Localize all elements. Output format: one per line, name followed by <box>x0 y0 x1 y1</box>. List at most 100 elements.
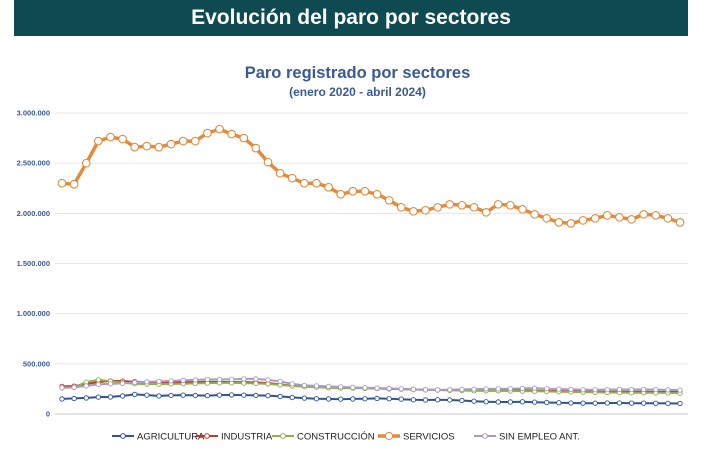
data-point <box>640 400 647 406</box>
data-point <box>350 396 356 402</box>
data-point <box>495 399 501 405</box>
legend-item: SERVICIOS <box>378 431 455 442</box>
data-point <box>338 384 344 390</box>
data-point <box>192 392 198 399</box>
data-point <box>95 381 102 388</box>
data-point <box>640 386 647 393</box>
data-point <box>277 393 283 400</box>
data-point <box>675 218 685 227</box>
data-point <box>506 200 515 210</box>
legend-swatch-marker <box>482 433 488 439</box>
data-point <box>287 173 297 183</box>
data-point <box>336 189 346 199</box>
data-point <box>665 387 671 393</box>
data-point <box>119 393 126 399</box>
data-point <box>325 383 332 390</box>
data-point <box>338 396 344 402</box>
data-point <box>239 133 249 143</box>
data-point <box>531 385 538 391</box>
data-point <box>132 391 138 398</box>
y-tick-label: 1.000.000 <box>17 309 50 318</box>
y-tick-label: 3.000.000 <box>17 109 50 118</box>
data-point <box>144 392 150 398</box>
data-point <box>325 396 332 402</box>
series-servicios <box>57 124 685 228</box>
data-point <box>386 396 392 402</box>
data-point <box>253 392 259 399</box>
data-point <box>301 382 308 389</box>
data-point <box>154 142 164 152</box>
data-point <box>616 400 623 406</box>
data-point <box>590 214 600 223</box>
data-point <box>374 385 380 391</box>
data-point <box>604 386 610 393</box>
data-point <box>83 383 89 389</box>
data-point <box>433 202 442 212</box>
data-point <box>677 387 683 393</box>
data-point <box>241 392 247 398</box>
data-point <box>350 384 356 391</box>
data-point <box>469 202 479 212</box>
data-point <box>457 200 467 210</box>
data-point <box>263 157 273 167</box>
data-point <box>81 158 91 168</box>
data-point <box>265 377 271 383</box>
data-point <box>568 386 574 393</box>
data-point <box>421 205 430 215</box>
data-point <box>578 216 588 225</box>
series-line <box>61 127 681 226</box>
data-point <box>518 204 527 214</box>
legend-label: AGRICULTURA <box>137 431 205 442</box>
data-point <box>253 376 259 382</box>
data-point <box>180 377 186 384</box>
data-point <box>481 207 491 217</box>
data-point <box>616 386 623 393</box>
data-point <box>192 377 198 383</box>
data-point <box>386 385 392 392</box>
data-point <box>372 189 382 199</box>
data-point <box>459 386 465 393</box>
data-point <box>556 386 562 392</box>
data-point <box>190 136 200 146</box>
data-point <box>107 381 114 387</box>
series-line <box>61 377 681 392</box>
data-point <box>59 385 65 391</box>
data-point <box>300 178 309 188</box>
page-banner: Evolución del paro por sectores <box>14 0 688 36</box>
data-point <box>544 386 550 392</box>
y-tick-label: 500.000 <box>23 359 50 368</box>
data-point <box>313 383 320 389</box>
data-point <box>142 141 152 151</box>
data-point <box>216 392 223 398</box>
data-point <box>422 387 429 393</box>
data-point <box>493 199 503 209</box>
data-point <box>495 386 501 392</box>
data-point <box>580 400 586 406</box>
data-point <box>627 215 636 224</box>
data-point <box>301 395 308 401</box>
data-point <box>554 218 564 227</box>
data-point <box>144 379 150 385</box>
data-point <box>447 397 453 403</box>
chart-subtitle: (enero 2020 - abril 2024) <box>289 85 426 99</box>
y-tick-label: 1.500.000 <box>17 259 50 268</box>
data-point <box>69 179 79 189</box>
data-point <box>324 182 333 192</box>
legend-label: SIN EMPLEO ANT. <box>499 431 580 442</box>
data-point <box>228 392 235 398</box>
legend: AGRICULTURA INDUSTRIA CONSTRUCCIÓN SERVICIO… <box>112 431 580 442</box>
data-point <box>384 195 394 205</box>
data-point <box>445 199 455 209</box>
data-point <box>398 386 404 392</box>
data-point <box>313 396 320 402</box>
data-point <box>289 394 295 401</box>
legend-swatch-marker <box>204 433 210 439</box>
data-point <box>580 387 586 393</box>
grid-lines <box>55 112 688 415</box>
data-point <box>398 396 404 402</box>
data-point <box>410 397 417 403</box>
banner-title: Evolución del paro por sectores <box>191 6 511 29</box>
data-point <box>106 132 115 142</box>
data-point <box>592 387 598 393</box>
y-tick-label: 0 <box>46 410 50 419</box>
